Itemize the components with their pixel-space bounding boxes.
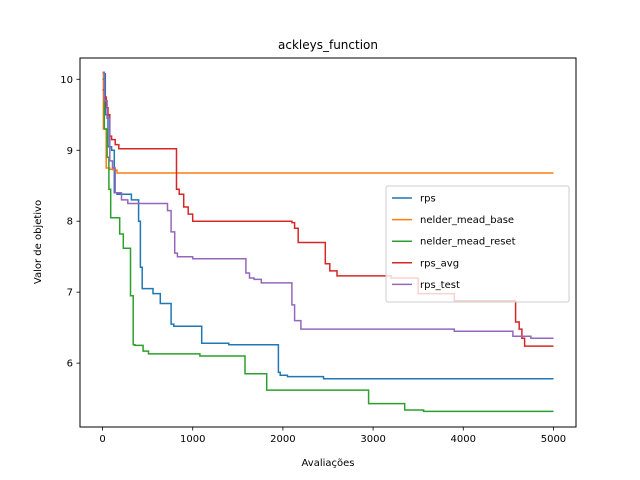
y-tick-label: 10	[60, 75, 73, 86]
x-tick-label: 3000	[360, 434, 385, 445]
axes-frame	[79, 57, 577, 428]
legend-label-nelder-mead-reset: nelder_mead_reset	[420, 237, 516, 248]
plot-area	[102, 71, 554, 413]
y-tick-label: 6	[67, 359, 73, 370]
x-axis: 0 1000 2000 3000 4000 5000	[99, 427, 566, 445]
series-line-rps-test	[102, 71, 554, 340]
x-tick-label: 1000	[180, 434, 205, 445]
y-axis: 6 7 8 9 10	[60, 75, 80, 370]
y-tick-label: 8	[67, 217, 73, 228]
y-axis-label: Valor de objetivo	[33, 200, 44, 284]
series-line-nelder-mead-base	[102, 72, 554, 174]
legend-label-rps-avg: rps_avg	[420, 258, 459, 269]
x-tick-label: 5000	[541, 434, 566, 445]
series-line-nelder-mead-reset	[102, 78, 554, 413]
legend-label-nelder-mead-base: nelder_mead_base	[420, 215, 514, 226]
y-tick-label: 7	[67, 288, 73, 299]
legend-label-rps-test: rps_test	[420, 280, 460, 291]
x-tick-label: 4000	[451, 434, 476, 445]
series-line-rps	[102, 72, 554, 380]
legend-label-rps: rps	[420, 194, 436, 205]
chart-title: ackleys_function	[278, 38, 378, 52]
x-axis-label: Avaliações	[302, 458, 355, 469]
y-tick-label: 9	[67, 146, 73, 157]
x-tick-label: 2000	[270, 434, 295, 445]
x-tick-label: 0	[99, 434, 105, 445]
legend: rps nelder_mead_base nelder_mead_reset rps_…	[385, 185, 570, 303]
legend-box	[385, 185, 570, 303]
